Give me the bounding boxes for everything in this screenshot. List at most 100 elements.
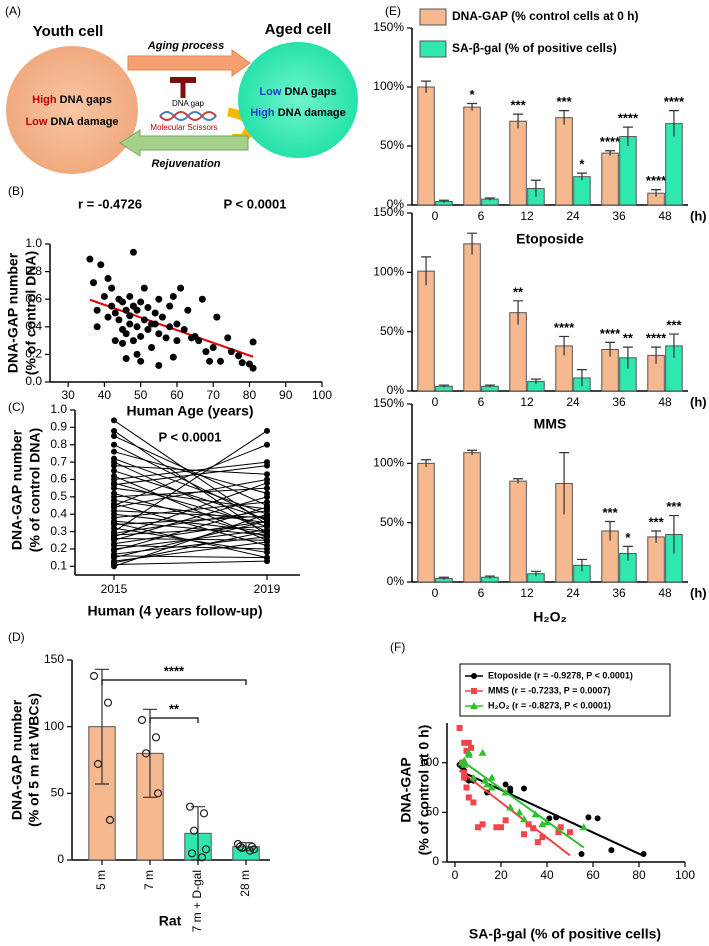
y-tick-label: 0.6: [25, 291, 42, 305]
legend-swatch: [419, 8, 447, 26]
point: [463, 747, 470, 754]
significance: ****: [600, 326, 621, 341]
point: [468, 744, 475, 751]
x-axis-label: MMS: [534, 416, 567, 432]
x-axis-label: Human (4 years follow-up): [87, 603, 262, 619]
point: [133, 306, 141, 314]
point: [140, 316, 148, 324]
x-tick-label: 24: [566, 209, 580, 223]
pair-line: [113, 430, 268, 532]
point: [100, 292, 108, 300]
y-tick-label: 0.2: [25, 347, 42, 361]
point: [169, 292, 177, 300]
point: [166, 323, 174, 331]
x-tick-label: 80: [243, 388, 257, 402]
error-bar: [576, 369, 587, 387]
pair-line: [113, 513, 268, 533]
pair-line: [113, 520, 268, 545]
trend-line: [458, 769, 571, 857]
point: [97, 261, 105, 269]
y-tick-label: 150%: [373, 20, 404, 34]
arrow-label: Aging process: [147, 40, 224, 52]
significance: **: [623, 331, 634, 346]
point: [151, 309, 159, 317]
y-tick-label: 100%: [373, 265, 404, 279]
point: [264, 462, 270, 469]
error-bar: [530, 570, 541, 577]
aged-line: Low DNA gaps: [259, 86, 336, 98]
point: [197, 853, 207, 862]
point: [534, 839, 541, 846]
y-axis-label: (% of control DNA): [23, 251, 39, 375]
point: [198, 295, 206, 303]
error-bar: [576, 558, 587, 572]
bar: [573, 176, 591, 206]
error-bar: [484, 575, 495, 579]
error-bar: [513, 300, 524, 325]
x-tick-label: 12: [520, 586, 534, 600]
point: [148, 344, 156, 351]
rest: DNA damage: [278, 107, 346, 119]
x-tick-label: 40: [540, 868, 554, 882]
trend-line: [459, 769, 645, 857]
error-bar: [513, 113, 524, 129]
point: [111, 533, 117, 540]
point: [129, 337, 137, 345]
error-bar: [467, 232, 478, 255]
point: [456, 724, 463, 731]
point: [506, 803, 515, 811]
y-tick-label: 50: [426, 805, 440, 819]
point: [173, 320, 181, 328]
y-tick-label: 100: [419, 755, 439, 769]
point: [579, 823, 588, 831]
point: [264, 493, 270, 500]
bar: [555, 117, 573, 206]
point: [585, 814, 592, 821]
x-tick-label: 20: [494, 868, 508, 882]
point: [227, 348, 235, 356]
error-bar: [530, 179, 541, 197]
bar: [463, 106, 481, 206]
error-bar: [668, 333, 679, 358]
point: [567, 829, 573, 836]
error-bar: [668, 514, 679, 554]
x-tick-label: 7 m: [142, 870, 156, 890]
point: [141, 749, 151, 758]
error-bar: [438, 384, 449, 388]
point: [111, 417, 117, 424]
pair-line: [113, 560, 268, 566]
point: [249, 845, 259, 854]
panel-a: (A) Youth cell High DNA gaps Low DNA dam…: [5, 4, 358, 174]
point: [119, 339, 127, 347]
bracket: [101, 679, 247, 685]
x-tick-label: 80: [632, 868, 646, 882]
point: [126, 312, 134, 320]
error-bar: [421, 80, 432, 93]
bar: [417, 462, 435, 583]
point: [498, 824, 504, 831]
y-tick-label: 0.0: [25, 374, 42, 388]
y-axis-label: DNA-GAP number: [9, 699, 25, 820]
point: [199, 809, 209, 818]
point: [202, 348, 210, 356]
point: [111, 563, 117, 570]
x-tick-label: 0: [432, 395, 439, 409]
aging-arrow: [127, 49, 251, 77]
significance: *: [470, 87, 476, 102]
error-bar: [559, 110, 570, 125]
pair-line: [113, 510, 268, 519]
point: [209, 344, 217, 351]
youth-line: Low DNA damage: [25, 116, 118, 128]
point: [238, 359, 246, 367]
pair-line: [113, 496, 268, 541]
point: [93, 323, 101, 331]
pair-line: [113, 520, 268, 559]
point: [463, 784, 470, 791]
point: [487, 783, 496, 791]
point: [155, 330, 163, 338]
pair-line: [113, 499, 268, 524]
point: [478, 748, 487, 756]
point: [502, 817, 509, 824]
x-tick-label: 36: [612, 395, 626, 409]
